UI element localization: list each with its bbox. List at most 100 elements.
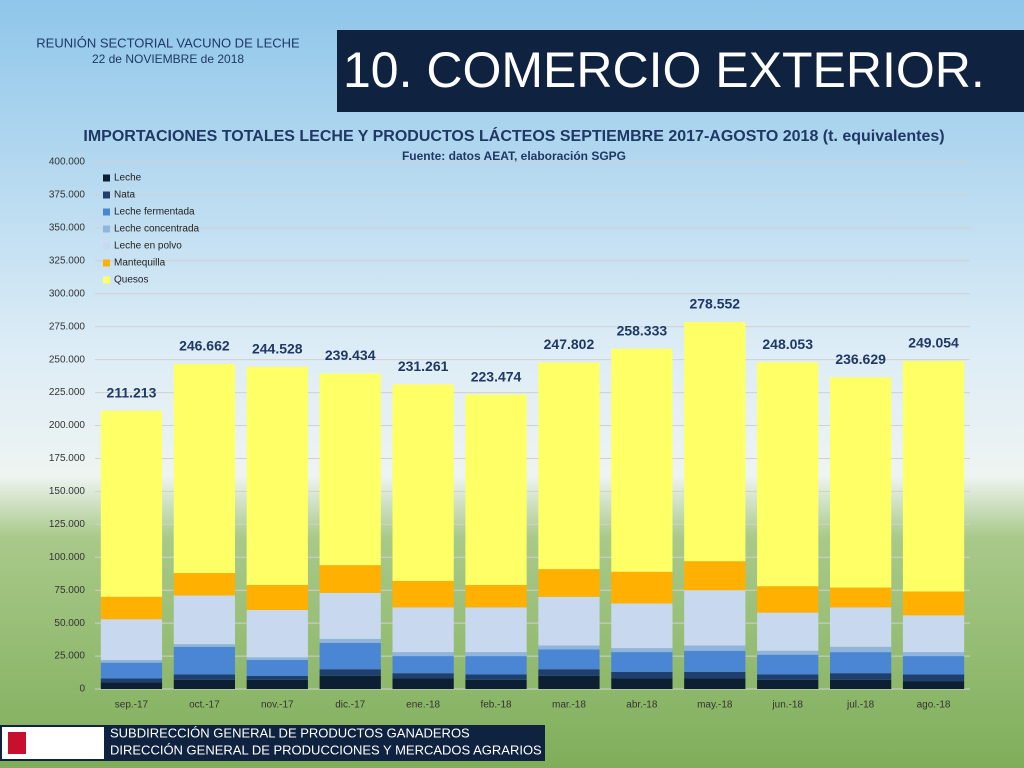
- chart-title: IMPORTACIONES TOTALES LECHE Y PRODUCTOS …: [83, 126, 944, 145]
- bar-segment: [100, 660, 163, 663]
- legend-label: Leche en polvo: [114, 241, 182, 252]
- x-tick-label: abr.-18: [626, 700, 658, 711]
- total-label: 239.434: [325, 347, 376, 363]
- bar-segment: [392, 656, 454, 674]
- total-label: 223.474: [471, 368, 522, 384]
- y-tick-label: 300.000: [49, 288, 86, 299]
- bar-segment: [465, 656, 527, 675]
- y-tick-label: 275.000: [49, 321, 86, 332]
- bar-segment: [100, 662, 163, 679]
- bar-segment: [465, 674, 527, 680]
- bar-segment: [830, 652, 892, 674]
- bar-segment: [611, 603, 673, 649]
- bar-segment: [830, 587, 892, 608]
- legend-label: Leche concentrada: [114, 224, 200, 235]
- x-tick-label: may.-18: [697, 700, 733, 711]
- bar-segment: [173, 573, 235, 596]
- bar-segment: [319, 642, 381, 670]
- total-label: 231.261: [398, 358, 449, 374]
- bar-segment: [465, 679, 527, 689]
- y-tick-label: 100.000: [49, 552, 86, 563]
- y-tick-label: 250.000: [49, 354, 86, 365]
- legend-swatch: [103, 208, 110, 216]
- legend-label: Quesos: [114, 275, 148, 286]
- legend-swatch: [103, 259, 110, 267]
- chart-subtitle: Fuente: datos AEAT, elaboración SGPG: [402, 149, 626, 163]
- bar-segment: [684, 671, 746, 679]
- bar-segment: [319, 565, 381, 593]
- bar-segment: [757, 654, 819, 675]
- y-tick-label: 0: [79, 684, 85, 695]
- bar-segment: [830, 607, 892, 647]
- bar-segment: [465, 607, 527, 653]
- bar-segment: [611, 348, 673, 572]
- bar-segment: [902, 674, 965, 682]
- bar-segment: [757, 586, 819, 613]
- bar-segment: [902, 656, 965, 675]
- bar-segment: [173, 674, 235, 680]
- bar-segment: [392, 673, 454, 679]
- footer-line: SUBDIRECCIÓN GENERAL DE PRODUCTOS GANADE…: [110, 725, 470, 740]
- bar-segment: [319, 675, 381, 689]
- bar-segment: [173, 679, 235, 689]
- bar-segment: [173, 595, 235, 645]
- legend-label: Leche: [114, 173, 142, 184]
- y-tick-label: 150.000: [49, 486, 86, 497]
- date: 22 de NOVIEMBRE de 2018: [92, 52, 244, 66]
- bar-segment: [684, 590, 746, 646]
- bar-segment: [465, 394, 527, 585]
- bar-segment: [611, 671, 673, 679]
- y-tick-label: 200.000: [49, 420, 86, 431]
- bar-segment: [684, 678, 746, 689]
- bar-segment: [538, 362, 600, 570]
- bar-segment: [173, 364, 235, 574]
- bar-segment: [246, 660, 308, 676]
- bar-segment: [100, 678, 163, 683]
- y-tick-label: 25.000: [54, 651, 85, 662]
- y-tick-label: 400.000: [49, 157, 86, 168]
- bar-segment: [684, 645, 746, 651]
- x-tick-label: nov.-17: [261, 700, 294, 711]
- section-box: [337, 30, 1024, 112]
- x-tick-label: jul.-18: [846, 700, 875, 711]
- bar-segment: [757, 612, 819, 651]
- x-tick-label: oct.-17: [189, 700, 220, 711]
- bar-segment: [830, 679, 892, 689]
- bar-segment: [465, 584, 527, 608]
- bar-segment: [538, 645, 600, 650]
- x-tick-label: dic.-17: [335, 700, 365, 711]
- y-tick-label: 75.000: [54, 585, 85, 596]
- bar-segment: [100, 596, 163, 620]
- x-tick-label: sep.-17: [115, 700, 149, 711]
- bar-segment: [611, 652, 673, 672]
- total-label: 258.333: [617, 322, 668, 338]
- y-tick-label: 325.000: [49, 255, 86, 266]
- legend-swatch: [103, 191, 110, 199]
- bar-segment: [100, 682, 163, 689]
- bar-segment: [246, 609, 308, 658]
- bar-segment: [902, 615, 965, 653]
- bar-segment: [319, 638, 381, 643]
- bar-segment: [392, 652, 454, 657]
- bar-segment: [611, 678, 673, 689]
- bar-segment: [902, 652, 965, 657]
- x-tick-label: mar.-18: [552, 700, 586, 711]
- bar-segment: [173, 644, 235, 647]
- y-tick-label: 125.000: [49, 519, 86, 530]
- total-label: 246.662: [179, 338, 230, 354]
- bar-segment: [538, 569, 600, 597]
- bar-segment: [902, 360, 965, 592]
- bar-segment: [538, 596, 600, 646]
- bar-segment: [902, 591, 965, 616]
- total-label: 249.054: [908, 335, 959, 351]
- x-tick-label: ene.-18: [406, 700, 440, 711]
- bar-segment: [173, 646, 235, 675]
- bar-segment: [538, 669, 600, 676]
- bar-segment: [319, 373, 381, 566]
- legend-swatch: [103, 174, 110, 182]
- bar-segment: [902, 681, 965, 689]
- total-label: 278.552: [689, 296, 740, 312]
- y-tick-label: 175.000: [49, 453, 86, 464]
- bar-segment: [684, 650, 746, 672]
- bar-segment: [830, 646, 892, 653]
